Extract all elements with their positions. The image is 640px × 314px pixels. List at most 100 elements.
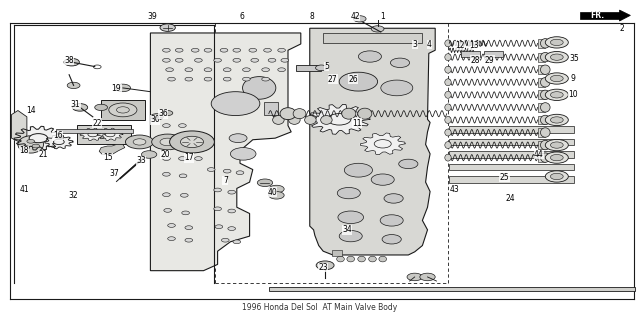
Text: 7: 7 xyxy=(223,176,228,185)
Circle shape xyxy=(353,16,366,22)
Text: 25: 25 xyxy=(499,173,509,182)
Ellipse shape xyxy=(540,115,550,125)
Text: 26: 26 xyxy=(348,75,358,84)
Text: 10: 10 xyxy=(568,90,578,99)
Circle shape xyxy=(390,58,410,68)
Circle shape xyxy=(339,72,378,91)
Circle shape xyxy=(215,225,223,229)
Circle shape xyxy=(233,240,241,244)
Text: 1996 Honda Del Sol  AT Main Valve Body: 1996 Honda Del Sol AT Main Valve Body xyxy=(243,303,397,312)
Circle shape xyxy=(185,68,193,72)
Circle shape xyxy=(163,140,170,144)
Circle shape xyxy=(269,192,284,199)
Ellipse shape xyxy=(18,136,44,153)
Polygon shape xyxy=(97,128,123,141)
Ellipse shape xyxy=(305,116,316,124)
Polygon shape xyxy=(620,10,630,21)
Ellipse shape xyxy=(379,256,387,262)
Circle shape xyxy=(72,104,88,111)
Circle shape xyxy=(374,140,391,148)
Bar xyxy=(449,139,574,145)
Circle shape xyxy=(228,209,236,213)
Bar xyxy=(323,33,422,43)
Polygon shape xyxy=(360,133,405,155)
Ellipse shape xyxy=(540,90,550,100)
Circle shape xyxy=(115,84,131,92)
Circle shape xyxy=(185,226,193,230)
Ellipse shape xyxy=(540,52,550,62)
Text: 1: 1 xyxy=(380,12,385,21)
Circle shape xyxy=(243,68,250,72)
Text: 41: 41 xyxy=(19,185,29,193)
Polygon shape xyxy=(45,135,73,149)
Circle shape xyxy=(399,159,418,169)
Circle shape xyxy=(550,154,563,161)
Circle shape xyxy=(264,48,271,52)
Ellipse shape xyxy=(342,108,356,119)
Circle shape xyxy=(179,124,186,127)
Ellipse shape xyxy=(445,154,451,161)
Bar xyxy=(101,100,145,120)
Circle shape xyxy=(268,58,276,62)
Ellipse shape xyxy=(273,116,284,124)
Circle shape xyxy=(338,211,364,224)
Circle shape xyxy=(420,273,435,281)
Circle shape xyxy=(371,174,394,185)
Text: 20: 20 xyxy=(160,150,170,159)
Circle shape xyxy=(316,65,327,71)
Ellipse shape xyxy=(445,91,451,98)
Ellipse shape xyxy=(540,65,550,74)
Bar xyxy=(484,51,503,57)
Text: 38: 38 xyxy=(64,56,74,65)
Circle shape xyxy=(204,48,212,52)
Circle shape xyxy=(230,148,256,160)
Circle shape xyxy=(545,89,568,100)
Text: 27: 27 xyxy=(328,75,338,84)
Text: 37: 37 xyxy=(109,169,119,178)
Circle shape xyxy=(168,77,175,81)
Circle shape xyxy=(95,104,108,111)
Text: 17: 17 xyxy=(184,153,194,162)
Circle shape xyxy=(257,179,273,187)
Ellipse shape xyxy=(445,104,451,111)
Ellipse shape xyxy=(445,142,451,149)
Circle shape xyxy=(545,152,568,163)
Text: FR.: FR. xyxy=(591,11,605,20)
Circle shape xyxy=(382,235,401,244)
Circle shape xyxy=(221,238,229,242)
Ellipse shape xyxy=(445,79,451,86)
Text: 4: 4 xyxy=(427,40,432,49)
Circle shape xyxy=(550,173,563,180)
Text: 43: 43 xyxy=(449,185,460,193)
Bar xyxy=(264,102,278,115)
Text: 39: 39 xyxy=(147,12,157,21)
Ellipse shape xyxy=(445,116,451,123)
Bar xyxy=(269,287,635,291)
Circle shape xyxy=(278,68,285,72)
Circle shape xyxy=(281,58,289,62)
Text: 12: 12 xyxy=(455,41,464,50)
Circle shape xyxy=(384,194,403,203)
Ellipse shape xyxy=(445,129,451,136)
Circle shape xyxy=(545,114,568,126)
Circle shape xyxy=(550,75,563,82)
Circle shape xyxy=(214,188,221,192)
Circle shape xyxy=(344,163,372,177)
Ellipse shape xyxy=(540,128,550,137)
Circle shape xyxy=(337,187,360,199)
Circle shape xyxy=(168,224,175,227)
Bar xyxy=(332,250,342,256)
Polygon shape xyxy=(99,144,125,154)
Circle shape xyxy=(195,58,202,62)
Bar xyxy=(538,78,545,87)
Text: 42: 42 xyxy=(350,12,360,21)
Ellipse shape xyxy=(445,66,451,73)
Circle shape xyxy=(545,171,568,182)
Circle shape xyxy=(163,157,170,160)
Circle shape xyxy=(179,137,186,141)
Circle shape xyxy=(380,215,403,226)
Circle shape xyxy=(262,68,269,72)
Circle shape xyxy=(339,230,362,242)
Circle shape xyxy=(211,92,260,116)
Bar xyxy=(296,65,321,71)
